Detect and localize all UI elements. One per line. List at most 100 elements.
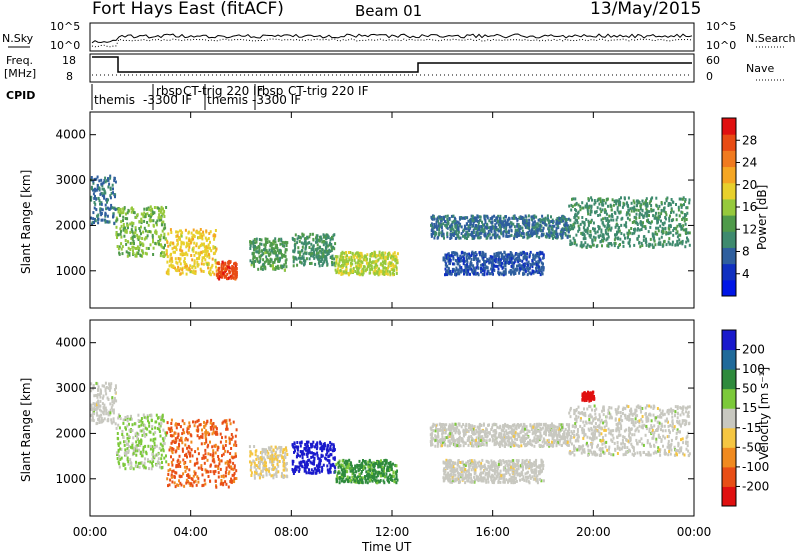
echo-cell — [256, 259, 259, 263]
echo-cell — [467, 265, 470, 269]
echo-cell — [659, 242, 662, 246]
echo-cell — [656, 218, 659, 222]
echo-cell — [331, 449, 334, 453]
echo-cell — [321, 248, 324, 251]
echo-cell — [430, 232, 433, 236]
echo-cell — [535, 234, 538, 238]
echo-cell — [276, 249, 279, 253]
echo-cell — [150, 413, 153, 417]
echo-cell — [644, 226, 647, 230]
echo-cell — [212, 470, 215, 474]
echo-cell — [168, 264, 171, 268]
echo-cell — [528, 271, 531, 275]
echo-cell — [646, 202, 649, 206]
echo-cell — [252, 239, 255, 243]
echo-cell — [228, 465, 231, 469]
echo-cell — [280, 251, 282, 255]
echo-cell — [491, 220, 494, 224]
echo-cell — [601, 198, 604, 202]
echo-cell — [463, 259, 466, 263]
echo-cell — [294, 467, 296, 471]
echo-cell — [209, 464, 212, 468]
echo-cell — [507, 253, 510, 257]
echo-cell — [600, 230, 603, 234]
echo-cell — [520, 234, 523, 238]
colorbar-tick-label: 20 — [742, 178, 757, 192]
echo-cell — [577, 216, 580, 220]
echo-cell — [92, 192, 95, 196]
echo-cell — [265, 468, 268, 472]
echo-cell — [150, 214, 152, 218]
echo-cell — [304, 463, 306, 467]
echo-cell — [316, 240, 319, 244]
echo-cell — [103, 409, 106, 413]
echo-cell — [360, 272, 363, 276]
echo-cell — [267, 262, 270, 266]
echo-cell — [125, 450, 128, 454]
echo-cell — [166, 255, 169, 259]
echo-cell — [581, 233, 584, 236]
echo-cell — [146, 221, 149, 224]
echo-cell — [663, 221, 666, 225]
echo-cell — [211, 424, 214, 428]
echo-cell — [534, 253, 537, 257]
echo-cell — [97, 399, 100, 403]
echo-cell — [432, 232, 434, 236]
echo-cell — [356, 272, 359, 276]
echo-cell — [452, 234, 455, 237]
echo-cell — [311, 232, 314, 236]
echo-cell — [518, 229, 521, 233]
echo-cell — [153, 456, 156, 460]
echo-cell — [526, 252, 529, 256]
freq-panel-frame — [89, 53, 695, 83]
echo-cell — [601, 208, 604, 212]
echo-cell — [541, 262, 544, 266]
echo-cell — [94, 194, 96, 198]
echo-cell — [228, 271, 231, 275]
echo-cell — [310, 461, 313, 465]
echo-cell — [494, 223, 497, 227]
echo-cell — [453, 262, 456, 266]
echo-cell — [531, 225, 534, 228]
echo-cell — [459, 270, 462, 274]
echo-cell — [175, 230, 178, 234]
echo-cell — [115, 399, 118, 403]
echo-cell — [131, 224, 134, 228]
echo-cell — [459, 217, 461, 221]
echo-cell — [391, 268, 394, 272]
echo-cell — [444, 263, 447, 267]
echo-cell — [209, 479, 211, 483]
echo-cell — [202, 454, 205, 458]
echo-cell — [583, 221, 586, 225]
echo-cell — [172, 241, 174, 245]
echo-cell — [321, 454, 324, 458]
echo-cell — [318, 239, 321, 242]
echo-cell — [475, 233, 478, 237]
echo-cell — [277, 455, 279, 459]
echo-cell — [235, 428, 238, 432]
echo-cell — [174, 250, 176, 254]
echo-cell — [163, 223, 166, 227]
echo-cell — [483, 214, 486, 218]
echo-cell — [172, 434, 175, 438]
echo-cell — [144, 433, 146, 436]
echo-cell — [179, 257, 182, 261]
echo-cell — [318, 457, 321, 461]
echo-cell — [385, 255, 388, 259]
echo-cell — [148, 421, 151, 425]
cpid-text-3: rbsp — [156, 84, 182, 98]
echo-cell — [505, 223, 507, 227]
echo-cell — [170, 418, 173, 422]
echo-cell — [531, 263, 534, 266]
echo-cell — [226, 462, 229, 466]
echo-cell — [222, 475, 225, 479]
echo-cell — [218, 270, 221, 274]
echo-cell — [203, 456, 206, 460]
echo-cell — [444, 273, 446, 277]
echo-cell — [503, 229, 506, 233]
echo-cell — [268, 467, 271, 470]
echo-cell — [551, 234, 553, 238]
echo-cell — [326, 249, 329, 253]
echo-cell — [315, 447, 318, 451]
